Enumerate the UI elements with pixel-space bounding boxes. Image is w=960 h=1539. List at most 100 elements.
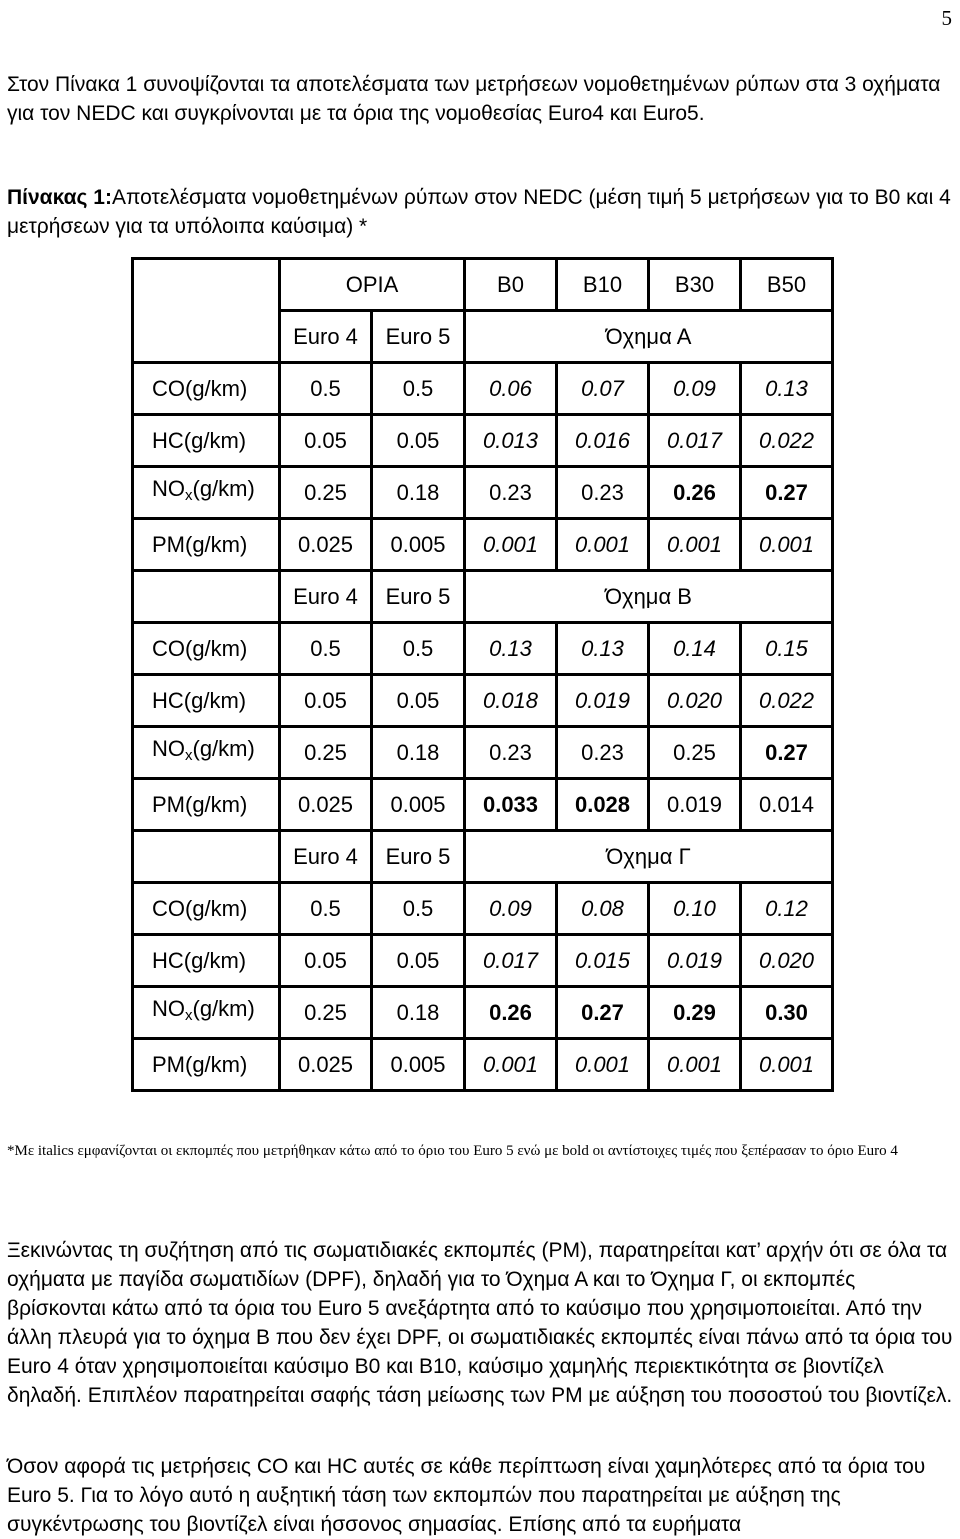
- table-row: PM(g/km) 0.025 0.005 0.033 0.028 0.019 0.014: [131, 777, 834, 832]
- value-cell: 0.08: [555, 881, 650, 936]
- value-cell: 0.019: [647, 933, 742, 988]
- limit-subheader: Euro 5: [370, 829, 466, 884]
- value-cell: 0.25: [278, 985, 373, 1040]
- value-cell: 0.26: [463, 985, 558, 1040]
- table-row: HC(g/km) 0.05 0.05 0.018 0.019 0.020 0.022: [131, 673, 834, 728]
- value-cell: 0.005: [370, 517, 466, 572]
- value-cell: 0.18: [370, 725, 466, 780]
- value-cell: 0.005: [370, 1037, 466, 1092]
- value-cell: 0.13: [463, 621, 558, 676]
- pollutant-label: HC(g/km): [131, 673, 281, 728]
- value-cell: 0.5: [370, 361, 466, 416]
- value-cell: 0.27: [739, 465, 834, 520]
- value-cell: 0.12: [739, 881, 834, 936]
- value-cell: 0.001: [463, 1037, 558, 1092]
- value-cell: 0.001: [739, 1037, 834, 1092]
- value-cell: 0.019: [647, 777, 742, 832]
- fuel-header: B50: [739, 257, 834, 312]
- pollutant-label: NOx(g/km): [131, 985, 281, 1040]
- table-row: CO(g/km) 0.5 0.5 0.13 0.13 0.14 0.15: [131, 621, 834, 676]
- empty-label-cell: [131, 310, 281, 363]
- table-caption-text: Αποτελέσματα νομοθετημένων ρύπων στον NE…: [7, 186, 951, 238]
- table-row: NOx(g/km) 0.25 0.18 0.26 0.27 0.29 0.30: [131, 985, 834, 1040]
- value-cell: 0.14: [647, 621, 742, 676]
- value-cell: 0.001: [555, 517, 650, 572]
- pollutant-label: PM(g/km): [131, 1037, 281, 1092]
- value-cell: 0.013: [463, 413, 558, 468]
- corner-cell: [131, 257, 281, 311]
- vehicle-label: Όχημα Γ: [463, 829, 834, 884]
- table-row: PM(g/km) 0.025 0.005 0.001 0.001 0.001 0.001: [131, 1037, 834, 1092]
- value-cell: 0.018: [463, 673, 558, 728]
- value-cell: 0.001: [647, 1037, 742, 1092]
- pollutant-label: HC(g/km): [131, 413, 281, 468]
- value-cell: 0.001: [463, 517, 558, 572]
- value-cell: 0.05: [278, 413, 373, 468]
- page-number: 5: [941, 6, 953, 30]
- table-row: HC(g/km) 0.05 0.05 0.013 0.016 0.017 0.022: [131, 413, 834, 468]
- fuel-header: B10: [555, 257, 650, 312]
- body-paragraph-1: Ξεκινώντας τη συζήτηση από τις σωματιδια…: [7, 1239, 953, 1407]
- value-cell: 0.020: [647, 673, 742, 728]
- value-cell: 0.015: [555, 933, 650, 988]
- value-cell: 0.27: [555, 985, 650, 1040]
- value-cell: 0.001: [739, 517, 834, 572]
- value-cell: 0.017: [463, 933, 558, 988]
- empty-label-cell: [131, 830, 281, 883]
- value-cell: 0.5: [370, 881, 466, 936]
- value-cell: 0.05: [370, 673, 466, 728]
- limit-subheader: Euro 5: [370, 309, 466, 364]
- value-cell: 0.017: [647, 413, 742, 468]
- value-cell: 0.05: [278, 933, 373, 988]
- vehicle-subheader-row: Euro 4 Euro 5 Όχημα Α: [131, 309, 834, 364]
- table-header-row: ΟΡΙΑ B0 B10 B30 B50: [131, 257, 834, 312]
- value-cell: 0.001: [555, 1037, 650, 1092]
- body-paragraph-2: Όσον αφορά τις μετρήσεις CO και HC αυτές…: [7, 1455, 926, 1536]
- table-row: NOx(g/km) 0.25 0.18 0.23 0.23 0.26 0.27: [131, 465, 834, 520]
- value-cell: 0.07: [555, 361, 650, 416]
- limits-header: ΟΡΙΑ: [278, 257, 466, 312]
- fuel-header: B30: [647, 257, 742, 312]
- vehicle-subheader-row: Euro 4 Euro 5 Όχημα Β: [131, 569, 834, 624]
- pollutant-label: CO(g/km): [131, 361, 281, 416]
- value-cell: 0.025: [278, 517, 373, 572]
- value-cell: 0.05: [370, 413, 466, 468]
- pollutant-label: PM(g/km): [131, 777, 281, 832]
- value-cell: 0.13: [555, 621, 650, 676]
- value-cell: 0.028: [555, 777, 650, 832]
- value-cell: 0.5: [278, 361, 373, 416]
- value-cell: 0.25: [278, 725, 373, 780]
- vehicle-label: Όχημα Α: [463, 309, 834, 364]
- table-row: CO(g/km) 0.5 0.5 0.09 0.08 0.10 0.12: [131, 881, 834, 936]
- value-cell: 0.23: [463, 725, 558, 780]
- value-cell: 0.13: [739, 361, 834, 416]
- value-cell: 0.09: [463, 881, 558, 936]
- value-cell: 0.05: [370, 933, 466, 988]
- value-cell: 0.10: [647, 881, 742, 936]
- pollutant-label: NOx(g/km): [131, 725, 281, 780]
- value-cell: 0.25: [278, 465, 373, 520]
- table-row: CO(g/km) 0.5 0.5 0.06 0.07 0.09 0.13: [131, 361, 834, 416]
- value-cell: 0.29: [647, 985, 742, 1040]
- limit-subheader: Euro 5: [370, 569, 466, 624]
- value-cell: 0.09: [647, 361, 742, 416]
- pollutant-label: PM(g/km): [131, 517, 281, 572]
- value-cell: 0.15: [739, 621, 834, 676]
- pollutant-label: NOx(g/km): [131, 465, 281, 520]
- value-cell: 0.020: [739, 933, 834, 988]
- value-cell: 0.005: [370, 777, 466, 832]
- table-footnote: *Με italics εμφανίζονται οι εκπομπές που…: [7, 1143, 898, 1159]
- fuel-header: B0: [463, 257, 558, 312]
- empty-label-cell: [131, 570, 281, 623]
- value-cell: 0.022: [739, 673, 834, 728]
- pollutant-label: CO(g/km): [131, 881, 281, 936]
- value-cell: 0.033: [463, 777, 558, 832]
- limit-subheader: Euro 4: [278, 569, 373, 624]
- table-row: HC(g/km) 0.05 0.05 0.017 0.015 0.019 0.020: [131, 933, 834, 988]
- table-row: PM(g/km) 0.025 0.005 0.001 0.001 0.001 0.001: [131, 517, 834, 572]
- value-cell: 0.022: [739, 413, 834, 468]
- pollutant-label: CO(g/km): [131, 621, 281, 676]
- value-cell: 0.23: [555, 465, 650, 520]
- value-cell: 0.18: [370, 985, 466, 1040]
